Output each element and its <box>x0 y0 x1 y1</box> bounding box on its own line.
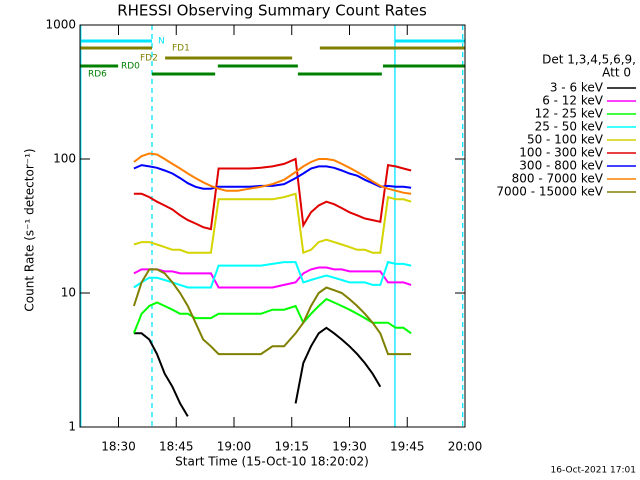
y-tick-label: 1000 <box>45 18 76 32</box>
y-tick-label: 1 <box>68 420 76 434</box>
chart-title: RHESSI Observing Summary Count Rates <box>117 2 427 20</box>
flag-label: RD6 <box>88 70 107 80</box>
x-tick-label: 18:45 <box>159 440 194 454</box>
legend-label: 3 - 6 keV <box>550 81 604 95</box>
x-tick-label: 19:30 <box>332 440 367 454</box>
x-tick-label: 19:00 <box>217 440 252 454</box>
y-tick-label: 10 <box>61 286 76 300</box>
series-line <box>132 297 412 335</box>
legend-header: Det 1,3,4,5,6,9, <box>542 53 636 67</box>
legend-header: Att 0 <box>602 66 631 80</box>
legend-label: 7000 - 15000 keV <box>496 185 603 199</box>
series-line <box>133 326 382 417</box>
x-tick-label: 20:00 <box>448 440 483 454</box>
legend-label: 6 - 12 keV <box>542 94 604 108</box>
y-tick-label: 100 <box>53 152 76 166</box>
series-line <box>133 152 412 195</box>
x-tick-label: 19:15 <box>274 440 309 454</box>
y-axis-label: Count Rate (s⁻¹ detector⁻¹) <box>23 148 37 311</box>
footer: 16-Oct-2021 17:01 <box>551 466 636 476</box>
legend-label: 50 - 100 keV <box>527 133 604 147</box>
legend-label: 300 - 800 keV <box>519 159 603 173</box>
series-line <box>133 260 412 289</box>
flag-label: FD1 <box>172 44 190 54</box>
legend-label: 800 - 7000 keV <box>512 172 604 186</box>
plot-frame <box>79 24 466 428</box>
series-line <box>133 164 412 190</box>
x-tick-label: 19:45 <box>390 440 425 454</box>
series-line <box>132 268 412 356</box>
flag-label: RD0 <box>121 62 140 72</box>
x-axis-label: Start Time (15-Oct-10 18:20:02) <box>175 455 369 469</box>
flag-label: FD2 <box>140 54 158 64</box>
series-line <box>133 157 412 231</box>
series-line <box>133 192 412 255</box>
series-line <box>133 266 412 289</box>
legend-label: 25 - 50 keV <box>535 120 604 134</box>
legend-label: 12 - 25 keV <box>535 107 604 121</box>
x-tick-label: 18:30 <box>101 440 136 454</box>
flag-label: N <box>158 37 165 47</box>
legend-label: 100 - 300 keV <box>519 146 603 160</box>
